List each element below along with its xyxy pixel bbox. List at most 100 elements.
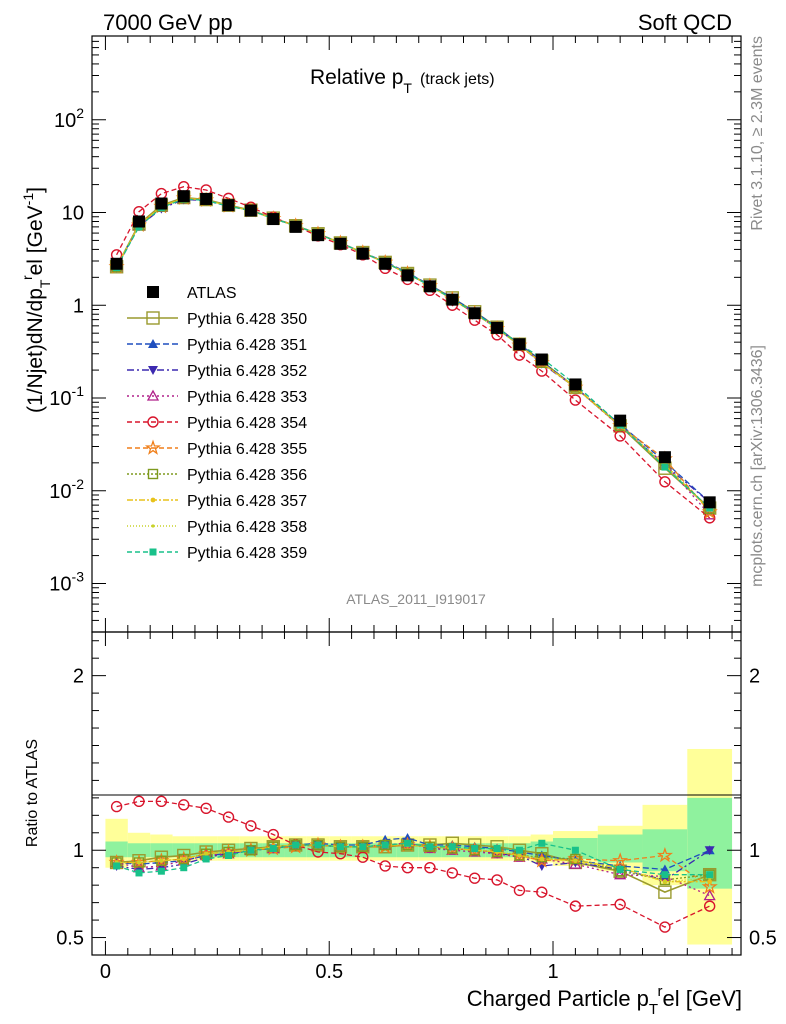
atlas-point [289,220,302,233]
legend-entry: Pythia 6.428 358 [127,519,307,536]
ratio-marker [656,846,673,863]
legend-entry: ATLAS [147,285,237,302]
ratio-marker [659,921,671,933]
ratio-marker [159,859,163,863]
legend-marker [151,524,155,528]
ratio-marker [267,828,279,841]
atlas-point [334,237,347,250]
atlas-point [401,269,414,282]
legend-label: Pythia 6.428 356 [187,467,307,484]
ratio-marker [661,871,669,879]
ratio-marker [612,852,629,868]
ratio-marker [491,874,503,886]
ratio-marker [517,853,522,858]
series-atlas [110,190,716,509]
header-right: Soft QCD [638,10,732,35]
ratio-ytick-label: 2 [73,666,84,688]
ratio-line [116,844,710,881]
ratio-ticks: 0.5 0.5 1 1 2 2 0 0.5 1 [56,632,777,983]
ratio-marker [616,865,624,873]
ratio-ytick-label: 1 [73,840,84,862]
ratio-marker [424,862,436,874]
svg-text:(1/Njet)dN/dpTrel [GeV-1]: (1/Njet)dN/dpTrel [GeV-1] [19,187,53,413]
ratio-marker [202,855,210,863]
ratio-marker [404,839,412,847]
legend-entry: Pythia 6.428 359 [127,545,307,562]
series-357 [114,195,713,513]
ratio-marker [569,900,582,912]
main-ytick-label: 10-3 [49,569,84,596]
atlas-point [658,451,671,464]
legend-label: ATLAS [187,285,237,302]
atlas-point [491,321,504,334]
ratio-xtick-label: 0.5 [315,961,343,983]
ratio-marker [536,852,548,863]
series-line [116,197,711,511]
ratio-line [116,800,710,928]
ratio-marker [135,869,143,877]
legend-entry: Pythia 6.428 350 [127,311,307,328]
ratio-marker [379,860,391,872]
ratio-marker [359,843,367,851]
ratio-marker [468,872,481,884]
legend-entry: Pythia 6.428 352 [127,363,307,380]
rivet-label: Rivet 3.1.10, ≥ 2.3M events [749,36,766,231]
ratio-ytick-label: 0.5 [56,928,84,950]
mcplots-label: mcplots.cern.ch [arXiv:1306.3436] [749,345,766,587]
ratio-series-359 [113,839,714,879]
ratio-marker [225,851,233,859]
atlas-point [222,199,235,212]
ratio-marker [401,862,414,874]
ratio-xlabel: Charged Particle pTrel [GeV] [467,983,742,1018]
ratio-bands [105,748,733,945]
ratio-marker [663,880,667,884]
ratio-marker [614,898,626,911]
ratio-marker [155,795,168,808]
ratio-marker [513,884,526,897]
ratio-marker [426,843,434,851]
atlas-point [379,257,392,270]
ratio-marker [573,859,577,863]
atlas-point [468,307,481,320]
ratio-frame [91,631,742,956]
legend-entry: Pythia 6.428 356 [127,467,307,484]
ratio-marker [571,846,579,854]
ratio-marker [493,844,501,852]
ratio-marker [446,867,459,879]
legend-label: Pythia 6.428 351 [187,337,307,354]
series-marker [661,463,669,471]
ratio-ytick-label-right: 1 [749,840,760,862]
ratio-marker [536,886,548,898]
atlas-point [423,280,436,293]
atlas-point [569,378,582,391]
ratio-marker [703,889,716,901]
legend-marker [148,366,158,375]
ratio-ytick-label-right: 0.5 [749,928,777,950]
main-ytick-label: 102 [54,105,84,132]
ratio-xtick-label: 0 [100,961,111,983]
atlas-point [244,204,257,217]
ratio-marker [336,843,344,851]
ratio-marker [570,853,581,865]
ratio-series [108,795,718,933]
legend-marker [146,311,160,325]
legend-label: Pythia 6.428 358 [187,519,307,536]
atlas-point [267,213,280,226]
legend-marker [148,339,158,348]
legend-entry: Pythia 6.428 355 [127,439,307,458]
ratio-marker [614,868,627,880]
ratio-marker [471,844,479,852]
main-panel: 10-3 10-2 10-1 1 10 102 Relative pT (track jet… [19,35,742,633]
legend-label: Pythia 6.428 352 [187,363,307,380]
ratio-marker [515,846,523,854]
stat-band [127,843,151,858]
ratio-marker [701,878,718,894]
plot-title-main: Relative p [310,66,403,89]
ratio-marker [245,845,257,856]
main-frame [91,35,742,633]
legend-marker [144,439,162,455]
ratio-series-354 [110,795,716,933]
main-ytick-label: 10 [62,203,84,225]
ratio-marker [178,799,190,811]
atlas-point [312,229,325,242]
